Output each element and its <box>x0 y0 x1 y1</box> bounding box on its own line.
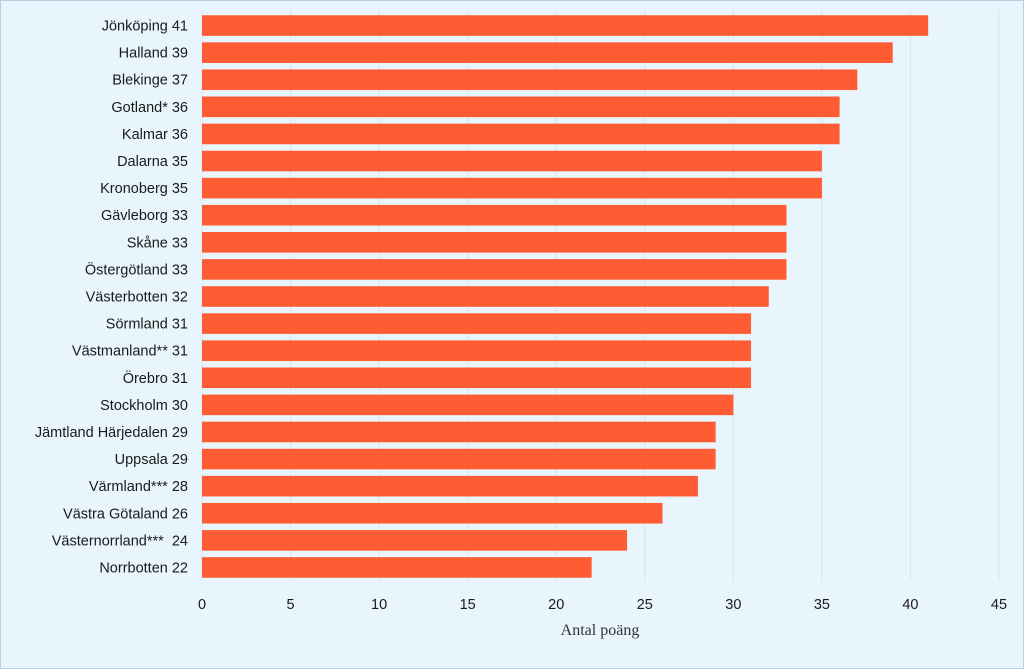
category-label: Blekinge 37 <box>112 73 188 89</box>
x-tick-label: 5 <box>287 597 295 613</box>
x-axis-title: Antal poäng <box>561 622 640 639</box>
bar <box>202 232 787 253</box>
x-tick-label: 35 <box>814 597 830 613</box>
category-label: Halland 39 <box>119 46 188 62</box>
category-label: Värmland*** 28 <box>89 479 188 495</box>
bar <box>202 367 752 389</box>
bar <box>202 69 858 91</box>
category-label: Västerbotten 32 <box>86 290 188 306</box>
bars <box>202 15 929 578</box>
bar <box>202 394 734 416</box>
category-label: Gävleborg 33 <box>101 208 188 224</box>
bar <box>202 15 929 36</box>
x-tick-label: 20 <box>548 597 564 613</box>
bar <box>202 475 698 497</box>
category-label: Skåne 33 <box>127 235 188 251</box>
x-tick-label: 0 <box>198 597 206 613</box>
category-label: Jönköping 41 <box>102 19 188 35</box>
x-tick-label: 15 <box>460 597 476 613</box>
category-label: Stockholm 30 <box>100 398 188 414</box>
x-tick-label: 40 <box>902 597 918 613</box>
x-tick-label: 30 <box>725 597 741 613</box>
x-tick-label: 25 <box>637 597 653 613</box>
bar <box>202 502 663 524</box>
category-label: Östergötland 33 <box>85 260 188 278</box>
category-label: Västmanland** 31 <box>72 344 188 360</box>
category-label: Jämtland Härjedalen 29 <box>35 425 188 441</box>
bar <box>202 96 840 118</box>
bar <box>202 204 787 226</box>
x-tick-label: 10 <box>371 597 387 613</box>
category-label: Kalmar 36 <box>122 127 188 143</box>
category-label: Örebro 31 <box>123 369 188 387</box>
bar <box>202 448 716 470</box>
bar <box>202 530 628 551</box>
bar <box>202 177 822 199</box>
x-tick-label: 45 <box>991 597 1007 613</box>
category-label: Uppsala 29 <box>115 452 188 468</box>
bar <box>202 259 787 280</box>
bar <box>202 150 822 172</box>
category-labels: Jönköping 41 Halland 39 Blekinge 37 Gotland… <box>35 19 188 577</box>
category-label: Dalarna 35 <box>117 154 188 170</box>
category-label: Västernorrland*** 24 <box>52 533 188 549</box>
category-label: Kronoberg 35 <box>100 181 188 197</box>
category-label: Västra Götaland 26 <box>63 506 188 522</box>
bar <box>202 340 752 361</box>
bar <box>202 123 840 145</box>
bar <box>202 313 752 334</box>
x-tick-labels: 0 5 10 15 20 25 30 35 40 45 <box>198 597 1007 613</box>
bar <box>202 557 592 578</box>
category-label: Norrbotten 22 <box>99 560 188 576</box>
category-label: Gotland* 36 <box>111 100 188 116</box>
bar <box>202 421 716 443</box>
category-label: Sörmland 31 <box>106 317 188 333</box>
bar <box>202 42 893 63</box>
bar <box>202 286 769 307</box>
